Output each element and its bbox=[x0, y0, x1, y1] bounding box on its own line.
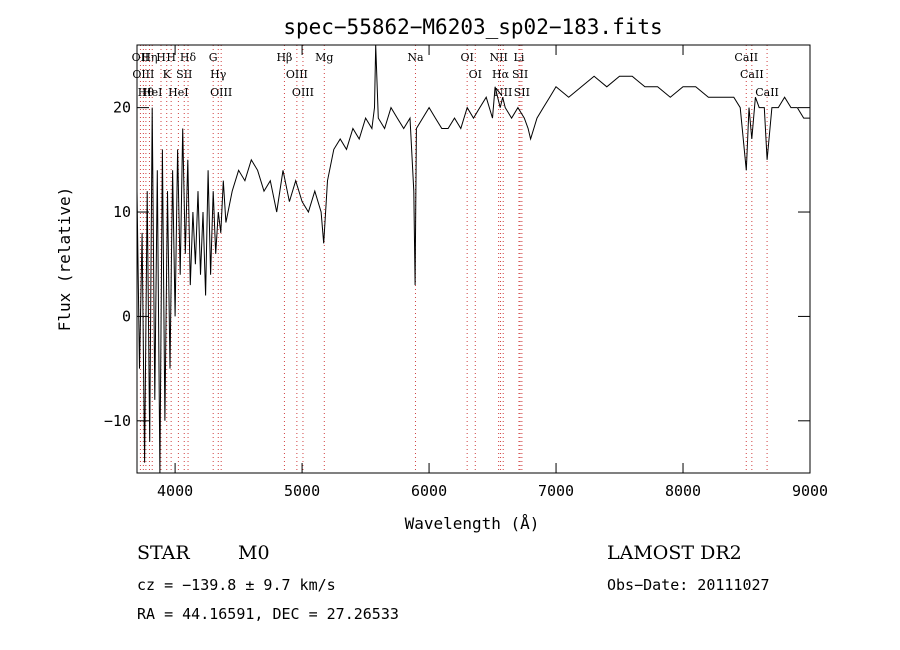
spectrum-series bbox=[136, 44, 810, 474]
line-label: SII bbox=[176, 68, 192, 81]
line-label: HeI bbox=[168, 86, 188, 99]
line-labels: OII OIII Hθ Hη HeI HKH HeI SII Hδ G Hγ OIII Hβ OIII OI… bbox=[132, 51, 779, 99]
survey-name: LAMOST DR2 bbox=[607, 542, 742, 564]
line-label: K bbox=[163, 68, 172, 81]
line-label: SII bbox=[512, 68, 528, 81]
line-label: OIII bbox=[286, 68, 308, 81]
line-label: Hβ bbox=[276, 51, 292, 64]
line-label: OII bbox=[132, 51, 150, 64]
line-label: NII bbox=[489, 51, 507, 64]
x-tick-label: 4000 bbox=[157, 482, 193, 500]
x-tick-label: 6000 bbox=[411, 482, 447, 500]
subclass: M0 bbox=[238, 542, 270, 564]
line-label: OIII bbox=[132, 68, 154, 81]
line-label: H bbox=[156, 51, 166, 64]
line-label: OI bbox=[469, 68, 482, 81]
line-label: G bbox=[209, 51, 218, 64]
line-label: CaII bbox=[755, 86, 779, 99]
x-tick-label: 9000 bbox=[792, 482, 828, 500]
line-label: Hδ bbox=[180, 51, 197, 64]
line-label: OIII bbox=[210, 86, 232, 99]
y-tick-label: 20 bbox=[113, 99, 131, 117]
y-tick-label: −10 bbox=[104, 412, 131, 430]
x-tick-label: 7000 bbox=[538, 482, 574, 500]
object-class: STAR bbox=[137, 542, 190, 564]
spectrum-line bbox=[136, 44, 810, 474]
obs-date: Obs−Date: 20111027 bbox=[607, 576, 770, 594]
redshift-cz: cz = −139.8 ± 9.7 km/s bbox=[137, 576, 336, 594]
line-label: NII bbox=[494, 86, 512, 99]
x-tick-label: 5000 bbox=[284, 482, 320, 500]
line-label: CaII bbox=[734, 51, 758, 64]
plot-frame bbox=[136, 44, 811, 474]
x-tick-label: 8000 bbox=[665, 482, 701, 500]
chart-title: spec−55862−M6203_sp02−183.fits bbox=[283, 15, 662, 39]
line-label: OI bbox=[460, 51, 473, 64]
line-label: Li bbox=[514, 51, 525, 64]
y-tick-label: 0 bbox=[122, 307, 131, 325]
line-label: CaII bbox=[740, 68, 764, 81]
line-label: Hα bbox=[492, 68, 510, 81]
line-label: HeI bbox=[142, 86, 162, 99]
y-tick-label: 10 bbox=[113, 203, 131, 221]
line-label: Mg bbox=[315, 51, 333, 64]
line-label: Hθ bbox=[138, 86, 155, 99]
line-label: OIII bbox=[292, 86, 314, 99]
line-markers bbox=[139, 45, 768, 473]
line-label: SII bbox=[514, 86, 530, 99]
line-label: Na bbox=[407, 51, 424, 64]
x-axis-ticks: 4000 5000 6000 7000 8000 9000 bbox=[157, 45, 828, 500]
line-label: H bbox=[166, 51, 176, 64]
coordinates: RA = 44.16591, DEC = 27.26533 bbox=[137, 605, 399, 623]
line-label: Hη bbox=[141, 51, 157, 64]
line-label: Hγ bbox=[210, 68, 227, 81]
y-axis-label: Flux (relative) bbox=[55, 187, 74, 332]
y-axis-ticks: −10 0 10 20 bbox=[104, 99, 810, 430]
x-axis-label: Wavelength (Å) bbox=[405, 514, 540, 533]
